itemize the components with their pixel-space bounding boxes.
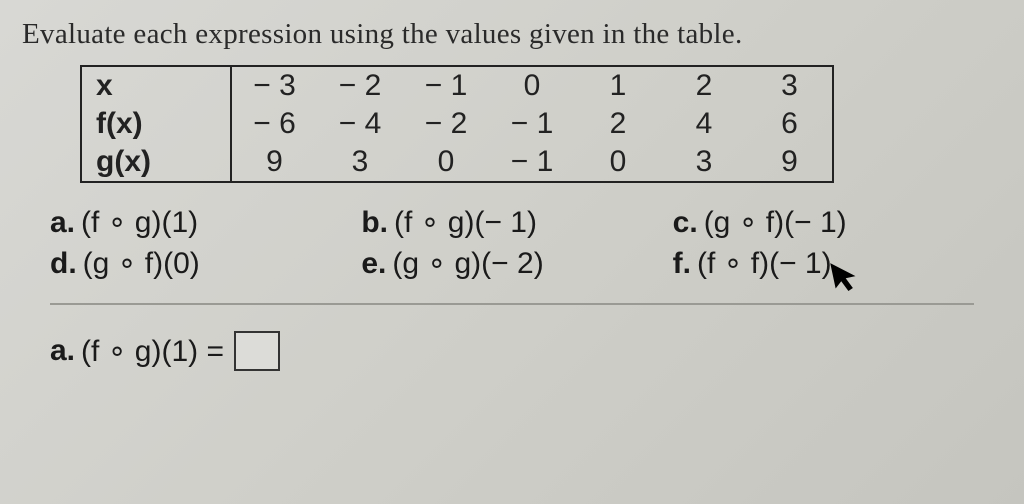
cell: 2 — [661, 66, 747, 105]
table-row: g(x) 9 3 0 − 1 0 3 9 — [81, 143, 833, 182]
cell: − 4 — [317, 105, 403, 143]
answer-prompt: a. (f ∘ g)(1) = — [50, 331, 1002, 371]
cell: 0 — [489, 66, 575, 105]
cell: − 3 — [231, 66, 317, 105]
question-text: (f ∘ g)(− 1) — [394, 206, 537, 239]
question-f: f.(f ∘ f)(− 1) — [673, 246, 974, 281]
cell: − 6 — [231, 105, 317, 143]
table-row: x − 3 − 2 − 1 0 1 2 3 — [81, 66, 833, 105]
question-label: f. — [673, 247, 691, 280]
answer-input[interactable] — [234, 331, 280, 371]
cell: − 1 — [403, 66, 489, 105]
cell: 2 — [575, 105, 661, 143]
cell: 9 — [747, 143, 833, 182]
cell: − 2 — [317, 66, 403, 105]
cell: 3 — [317, 143, 403, 182]
question-label: d. — [50, 247, 77, 280]
question-e: e.(g ∘ g)(− 2) — [361, 246, 662, 281]
row-header-x: x — [81, 66, 231, 105]
answer-expression: (f ∘ g)(1) = — [81, 334, 224, 369]
question-a: a.(f ∘ g)(1) — [50, 205, 351, 240]
cell: 0 — [403, 143, 489, 182]
question-label: b. — [361, 206, 388, 239]
cell: 9 — [231, 143, 317, 182]
answer-label: a. — [50, 334, 75, 368]
cell: − 2 — [403, 105, 489, 143]
cell: 1 — [575, 66, 661, 105]
table-row: f(x) − 6 − 4 − 2 − 1 2 4 6 — [81, 105, 833, 143]
question-b: b.(f ∘ g)(− 1) — [361, 205, 662, 240]
cell: 3 — [661, 143, 747, 182]
question-text: (g ∘ g)(− 2) — [392, 247, 543, 280]
cell: 0 — [575, 143, 661, 182]
question-text: (g ∘ f)(− 1) — [704, 206, 847, 239]
question-text: (g ∘ f)(0) — [83, 247, 200, 280]
row-header-fx: f(x) — [81, 105, 231, 143]
question-grid: a.(f ∘ g)(1) b.(f ∘ g)(− 1) c.(g ∘ f)(− … — [50, 205, 974, 305]
cell: − 1 — [489, 143, 575, 182]
question-label: e. — [361, 247, 386, 280]
cell: − 1 — [489, 105, 575, 143]
row-header-gx: g(x) — [81, 143, 231, 182]
question-text: (f ∘ g)(1) — [81, 206, 198, 239]
cell: 3 — [747, 66, 833, 105]
prompt-text: Evaluate each expression using the value… — [22, 18, 1002, 51]
cell: 4 — [661, 105, 747, 143]
question-label: a. — [50, 206, 75, 239]
question-label: c. — [673, 206, 698, 239]
value-table: x − 3 − 2 − 1 0 1 2 3 f(x) − 6 − 4 − 2 −… — [80, 65, 1002, 183]
question-d: d.(g ∘ f)(0) — [50, 246, 351, 281]
cell: 6 — [747, 105, 833, 143]
question-c: c.(g ∘ f)(− 1) — [673, 205, 974, 240]
question-text: (f ∘ f)(− 1) — [697, 247, 832, 280]
